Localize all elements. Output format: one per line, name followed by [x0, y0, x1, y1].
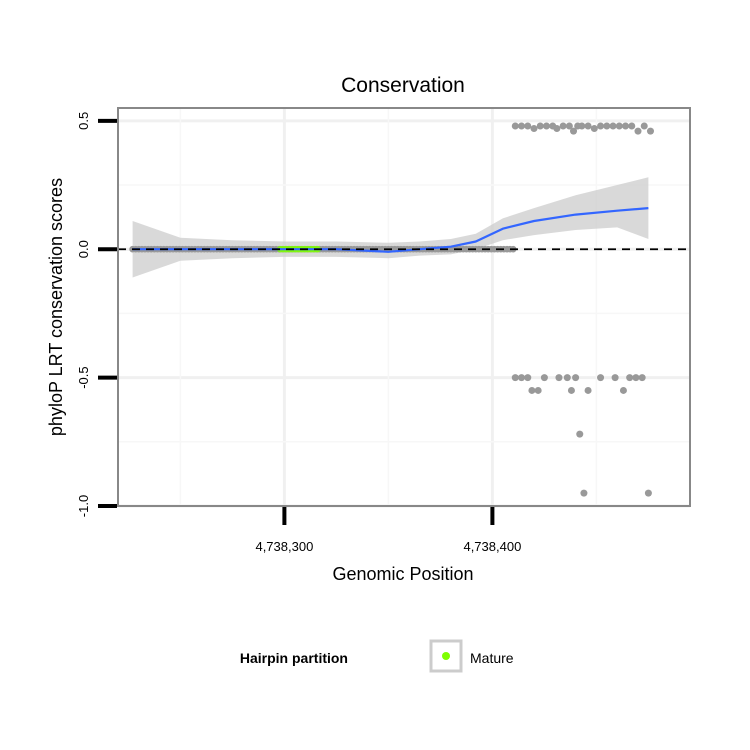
y-tick-label-0: -1.0 — [76, 495, 91, 517]
outlier-point-8 — [559, 122, 567, 130]
outlier-point-35 — [580, 489, 588, 497]
outlier-point-16 — [603, 122, 611, 130]
confidence-ribbon-layer — [132, 177, 649, 278]
smooth-line-layer — [118, 207, 690, 253]
outlier-point-31 — [563, 374, 571, 382]
outlier-point-23 — [646, 127, 654, 135]
x-axis-title: Genomic Position — [332, 564, 473, 584]
legend-title: Hairpin partition — [240, 650, 348, 666]
outlier-point-29 — [540, 374, 548, 382]
smooth-fit-line — [132, 207, 649, 253]
y-tick-label-3: 0.5 — [76, 112, 91, 130]
outlier-point-22 — [640, 122, 648, 130]
x-axis-ticks: 4,738,300 4,738,400 — [255, 507, 521, 554]
outlier-point-25 — [518, 374, 526, 382]
outlier-point-36 — [584, 386, 592, 394]
outlier-point-33 — [572, 374, 580, 382]
legend: Hairpin partition Mature — [240, 639, 514, 673]
outlier-point-7 — [553, 125, 561, 133]
outlier-point-30 — [555, 374, 563, 382]
panel-border — [117, 107, 691, 507]
outlier-point-42 — [638, 374, 646, 382]
legend-mature-swatch — [442, 652, 450, 660]
y-tick-label-1: -0.5 — [76, 366, 91, 388]
outlier-point-26 — [524, 374, 532, 382]
outlier-point-19 — [622, 122, 630, 130]
y-axis-ticks: -1.0 -0.5 0.0 0.5 — [76, 112, 117, 517]
outlier-point-24 — [511, 374, 519, 382]
outlier-point-14 — [590, 125, 598, 133]
outlier-point-37 — [597, 374, 605, 382]
outlier-point-4 — [536, 122, 544, 130]
legend-label-mature: Mature — [470, 650, 514, 666]
outlier-point-27 — [528, 386, 536, 394]
outlier-point-12 — [578, 122, 586, 130]
outlier-point-9 — [565, 122, 573, 130]
y-tick-label-2: 0.0 — [76, 240, 91, 258]
panel-background — [118, 108, 690, 506]
outlier-point-5 — [542, 122, 550, 130]
outlier-point-20 — [628, 122, 636, 130]
outlier-point-21 — [634, 127, 642, 135]
x-tick-label-0: 4,738,300 — [255, 539, 313, 554]
outlier-point-18 — [615, 122, 623, 130]
chart-title: Conservation — [341, 74, 465, 97]
outlier-point-0 — [511, 122, 519, 130]
grid-lines — [118, 108, 690, 508]
outlier-point-28 — [534, 386, 542, 394]
confidence-ribbon — [132, 177, 649, 278]
x-tick-label-1: 4,738,400 — [463, 539, 521, 554]
outlier-point-34 — [576, 430, 584, 438]
outlier-point-38 — [611, 374, 619, 382]
outlier-point-1 — [518, 122, 526, 130]
outlier-point-10 — [570, 127, 578, 135]
outlier-point-17 — [609, 122, 617, 130]
outlier-point-41 — [632, 374, 640, 382]
outlier-point-3 — [530, 125, 538, 133]
outlier-point-2 — [524, 122, 532, 130]
outlier-point-39 — [619, 386, 627, 394]
outlier-point-13 — [584, 122, 592, 130]
outlier-point-43 — [644, 489, 652, 497]
outlier-point-32 — [567, 386, 575, 394]
outlier-point-15 — [597, 122, 605, 130]
y-axis-title: phyloP LRT conservation scores — [46, 178, 66, 436]
outlier-point-40 — [626, 374, 634, 382]
